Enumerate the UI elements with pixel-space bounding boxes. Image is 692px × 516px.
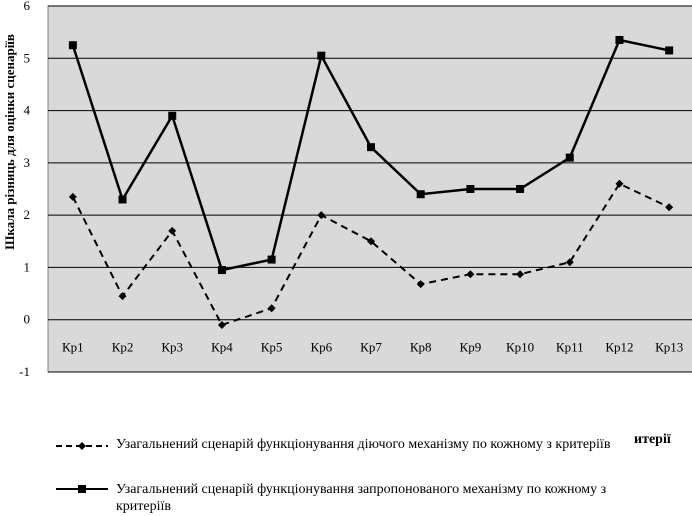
data-point-s1-0 [68, 41, 77, 50]
data-point-s0-6 [367, 237, 375, 246]
data-point-s0-10 [565, 258, 574, 267]
data-point-s1-2 [168, 111, 177, 120]
legend-swatch-dashed [56, 442, 108, 450]
x-tick-label: Кр9 [460, 340, 482, 355]
x-tick-label: Кр12 [605, 340, 633, 355]
data-point-s0-12 [665, 203, 674, 212]
data-point-s0-1 [118, 292, 127, 301]
plot-area [47, 5, 692, 373]
data-point-s1-7 [416, 190, 425, 199]
data-point-s0-2 [168, 226, 177, 235]
data-point-s1-4 [267, 255, 276, 264]
y-tick-label: 6 [24, 0, 31, 13]
data-point-s1-12 [665, 46, 674, 55]
y-tick-label: 3 [24, 155, 31, 170]
y-tick-label: -1 [19, 364, 30, 379]
legend-label-current: Узагальнений сценарій функціонування дію… [116, 437, 611, 452]
data-point-s0-4 [267, 304, 276, 313]
data-point-s1-1 [118, 195, 127, 204]
x-tick-label: Кр8 [410, 340, 432, 355]
data-point-s1-8 [466, 185, 475, 193]
y-axis-ticks: -1 0 1 2 3 4 5 6 [19, 0, 30, 379]
data-point-s0-5 [317, 211, 326, 220]
data-point-s1-11 [615, 35, 624, 44]
x-tick-label: Кр4 [211, 340, 233, 355]
x-tick-label: Кр5 [261, 340, 283, 355]
x-tick-label: Кр3 [161, 340, 183, 355]
data-point-s0-7 [416, 280, 425, 289]
x-axis-label-fragment: итерії [634, 432, 671, 447]
data-point-s1-9 [516, 185, 525, 193]
y-axis-label: Шкала різниць для оцінки сценаріїв [2, 34, 17, 250]
data-point-s1-3 [217, 266, 226, 275]
x-tick-label: Кр10 [506, 340, 534, 355]
y-tick-label: 0 [24, 312, 31, 327]
x-tick-label: Кр2 [112, 340, 134, 355]
legend-label-proposed: Узагальнений сценарій функціонування зап… [116, 482, 607, 514]
legend-swatch-solid [56, 485, 108, 493]
x-tick-label: Кр13 [655, 340, 683, 355]
data-point-s0-3 [217, 320, 226, 329]
y-tick-label: 2 [24, 207, 31, 222]
data-point-s1-5 [317, 51, 326, 60]
data-point-s1-6 [367, 143, 375, 152]
y-tick-label: 1 [24, 259, 31, 274]
x-axis-ticks: Кр1 Кр2 Кр3 Кр4 Кр5 Кр6 Кр7 Кр8 Кр9 Кр10 Кр11 Кр12 К… [62, 340, 683, 355]
gridlines [48, 5, 692, 373]
data-point-s0-0 [68, 192, 77, 201]
x-tick-label: Кр6 [310, 340, 332, 355]
series-lines [68, 35, 674, 329]
data-point-s1-10 [565, 153, 574, 162]
y-tick-label: 4 [24, 103, 31, 118]
x-tick-label: Кр11 [556, 340, 584, 355]
x-tick-label: Кр1 [62, 340, 84, 355]
y-tick-label: 5 [24, 50, 31, 65]
x-tick-label: Кр7 [360, 340, 382, 355]
data-point-s0-11 [615, 179, 624, 188]
data-point-s0-9 [516, 270, 525, 279]
data-point-s0-8 [466, 270, 475, 279]
